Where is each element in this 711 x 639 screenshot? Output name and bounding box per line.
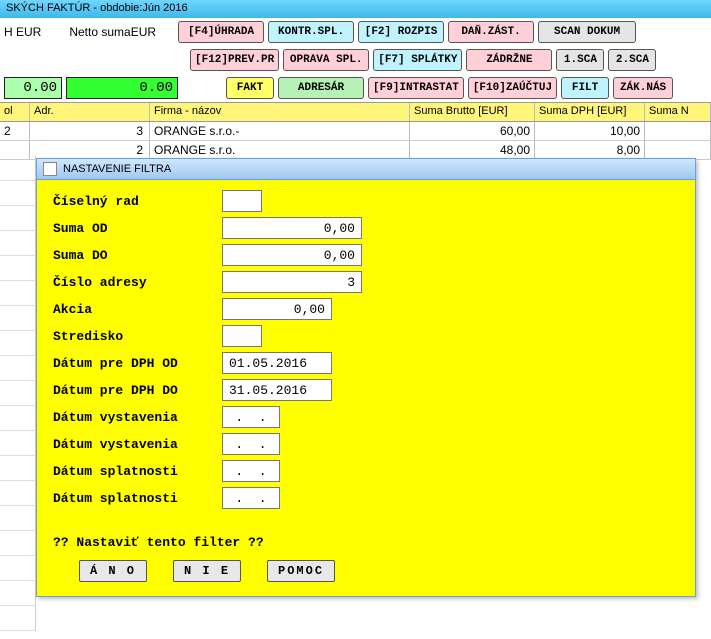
cell-firma: ORANGE s.r.o.- (150, 122, 410, 140)
lbl-datum-vystavenia-2: Dátum vystavenia (53, 437, 218, 452)
btn-scandokum[interactable]: SCAN DOKUM (538, 21, 636, 43)
lbl-datum-vystavenia-1: Dátum vystavenia (53, 410, 218, 425)
lbl-datum-splatnosti-1: Dátum splatnosti (53, 464, 218, 479)
btn-pomoc[interactable]: POMOC (267, 560, 335, 582)
col-ol: ol (0, 103, 30, 121)
inp-cislo-adresy[interactable] (222, 271, 362, 293)
btn-rozpis[interactable]: [F2] ROZPIS (358, 21, 444, 43)
btn-prevpr[interactable]: [F12]PREV.PR (190, 49, 279, 71)
cell-firma: ORANGE s.r.o. (150, 141, 410, 159)
cell-ol: 2 (0, 122, 30, 140)
cell-brutto: 60,00 (410, 122, 535, 140)
dialog-title: NASTAVENIE FILTRA (63, 163, 171, 175)
lbl-dph-od: Dátum pre DPH OD (53, 356, 218, 371)
cell-dph: 8,00 (535, 141, 645, 159)
cell-adr: 3 (30, 122, 150, 140)
toolbar-row-1: H EUR Netto sumaEUR [F4]ÚHRADA KONTR.SPL… (0, 18, 711, 46)
btn-ano[interactable]: Á N O (79, 560, 147, 582)
btn-zaknas[interactable]: ZÁK.NÁS (613, 77, 673, 99)
btn-opravaspl[interactable]: OPRAVA SPL. (283, 49, 369, 71)
lbl-suma-od: Suma OD (53, 221, 218, 236)
btn-adresar[interactable]: ADRESÁR (278, 77, 364, 99)
col-brutto: Suma Brutto [EUR] (410, 103, 535, 121)
col-dph: Suma DPH [EUR] (535, 103, 645, 121)
cell-suman (645, 141, 711, 159)
table-row[interactable]: 2 3 ORANGE s.r.o.- 60,00 10,00 (0, 122, 711, 141)
btn-zadrzne[interactable]: ZÁDRŽNE (466, 49, 552, 71)
cell-brutto: 48,00 (410, 141, 535, 159)
btn-intrastat[interactable]: [F9]INTRASTAT (368, 77, 464, 99)
value-left: 0.00 (4, 77, 62, 99)
table-body: 2 3 ORANGE s.r.o.- 60,00 10,00 2 ORANGE … (0, 122, 711, 160)
lbl-datum-splatnosti-2: Dátum splatnosti (53, 491, 218, 506)
lbl-akcia: Akcia (53, 302, 218, 317)
col-suman: Suma N (645, 103, 711, 121)
toolbar-row-3: 0.00 0.00 FAKT ADRESÁR [F9]INTRASTAT [F1… (0, 74, 711, 102)
lbl-stredisko: Stredisko (53, 329, 218, 344)
cell-suman (645, 122, 711, 140)
dialog-question: ?? Nastaviť tento filter ?? (53, 535, 679, 550)
inp-stredisko[interactable] (222, 325, 262, 347)
filter-dialog: NASTAVENIE FILTRA Číselný rad Suma OD Su… (36, 158, 696, 597)
lbl-dph-do: Dátum pre DPH DO (53, 383, 218, 398)
btn-nie[interactable]: N I E (173, 560, 241, 582)
inp-dph-do[interactable] (222, 379, 332, 401)
cell-dph: 10,00 (535, 122, 645, 140)
btn-danzast[interactable]: DAŇ.ZÁST. (448, 21, 534, 43)
inp-datum-vystavenia-2[interactable] (222, 433, 280, 455)
inp-datum-vystavenia-1[interactable] (222, 406, 280, 428)
btn-splatky[interactable]: [F7] SPLÁTKY (373, 49, 462, 71)
value-right: 0.00 (66, 77, 178, 99)
inp-suma-od[interactable] (222, 217, 362, 239)
inp-ciselny-rad[interactable] (222, 190, 262, 212)
lbl-suma-do: Suma DO (53, 248, 218, 263)
btn-1sca[interactable]: 1.SCA (556, 49, 604, 71)
dialog-body: Číselný rad Suma OD Suma DO Číslo adresy… (37, 180, 695, 596)
dialog-icon (43, 162, 57, 176)
btn-zauctuj[interactable]: [F10]ZAÚČTUJ (468, 77, 557, 99)
label-netto: Netto sumaEUR (69, 25, 162, 39)
grid-left-strip (0, 156, 36, 639)
btn-2sca[interactable]: 2.SCA (608, 49, 656, 71)
inp-datum-splatnosti-2[interactable] (222, 487, 280, 509)
inp-suma-do[interactable] (222, 244, 362, 266)
btn-filt[interactable]: FILT (561, 77, 609, 99)
inp-akcia[interactable] (222, 298, 332, 320)
label-h-eur: H EUR (4, 25, 47, 39)
col-firma: Firma - názov (150, 103, 410, 121)
col-adr: Adr. (30, 103, 150, 121)
cell-adr: 2 (30, 141, 150, 159)
window-title: SKÝCH FAKTÚR - obdobie:Jún 2016 (6, 2, 188, 14)
dialog-buttons: Á N O N I E POMOC (79, 560, 679, 582)
window-titlebar: SKÝCH FAKTÚR - obdobie:Jún 2016 (0, 0, 711, 18)
lbl-cislo-adresy: Číslo adresy (53, 275, 218, 290)
btn-fakt[interactable]: FAKT (226, 77, 274, 99)
table-header: ol Adr. Firma - názov Suma Brutto [EUR] … (0, 102, 711, 122)
btn-kontrspl[interactable]: KONTR.SPL. (268, 21, 354, 43)
dialog-titlebar[interactable]: NASTAVENIE FILTRA (37, 159, 695, 180)
lbl-ciselny-rad: Číselný rad (53, 194, 218, 209)
inp-dph-od[interactable] (222, 352, 332, 374)
btn-uhrada[interactable]: [F4]ÚHRADA (178, 21, 264, 43)
toolbar-row-2: [F12]PREV.PR OPRAVA SPL. [F7] SPLÁTKY ZÁ… (0, 46, 711, 74)
inp-datum-splatnosti-1[interactable] (222, 460, 280, 482)
